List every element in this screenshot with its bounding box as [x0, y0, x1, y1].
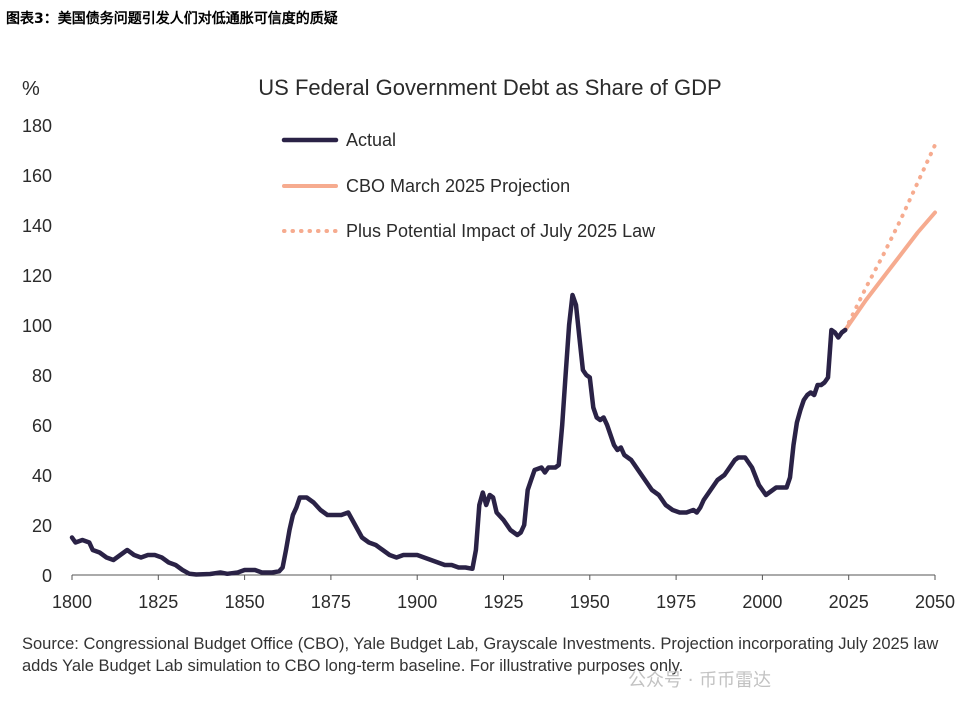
- figure-caption: 图表3：美国债务问题引发人们对低通胀可信度的质疑: [6, 11, 338, 27]
- series-line-plus-potential-impact-of-july-2025-law: [843, 143, 937, 332]
- x-tick-label-1825: 1825: [138, 592, 178, 612]
- y-tick-labels: 0 20 40 60 80 100 120 140 160 180: [22, 116, 52, 586]
- y-tick-label-20: 20: [32, 516, 52, 536]
- y-tick-label-0: 0: [42, 566, 52, 586]
- x-tick-label-1900: 1900: [397, 592, 437, 612]
- x-tick-label-2000: 2000: [742, 592, 782, 612]
- y-tick-label-160: 160: [22, 166, 52, 186]
- y-tick-label-140: 140: [22, 216, 52, 236]
- series-line-actual: [69, 292, 848, 577]
- y-tick-label-40: 40: [32, 466, 52, 486]
- y-tick-label-60: 60: [32, 416, 52, 436]
- legend-label-3: Plus Potential Impact of July 2025 Law: [346, 221, 656, 241]
- y-axis-unit: %: [22, 78, 40, 100]
- series-layer: [69, 143, 937, 577]
- y-tick-label-100: 100: [22, 316, 52, 336]
- legend: Actual CBO March 2025 Projection Plus Pote…: [281, 130, 656, 241]
- x-tick-label-1925: 1925: [483, 592, 523, 612]
- x-tick-label-1975: 1975: [656, 592, 696, 612]
- x-tick-label-1875: 1875: [311, 592, 351, 612]
- y-tick-label-120: 120: [22, 266, 52, 286]
- source-note: Source: Congressional Budget Office (CBO…: [22, 635, 939, 675]
- x-tick-label-2050: 2050: [915, 592, 955, 612]
- y-tick-label-80: 80: [32, 366, 52, 386]
- x-tick-labels: 1800 1825 1850 1875 1900 1925 1950 1975 2000 2025…: [52, 575, 955, 612]
- series-line-cbo-march-2025-projection: [843, 210, 937, 332]
- watermark-text: 公众号 · 币币雷达: [628, 670, 772, 691]
- x-tick-label-2025: 2025: [829, 592, 869, 612]
- legend-label-2: CBO March 2025 Projection: [346, 176, 570, 196]
- x-tick-label-1950: 1950: [570, 592, 610, 612]
- x-tick-label-1850: 1850: [225, 592, 265, 612]
- y-tick-label-180: 180: [22, 116, 52, 136]
- chart-title: US Federal Government Debt as Share of G…: [258, 75, 721, 100]
- x-tick-label-1800: 1800: [52, 592, 92, 612]
- legend-label-1: Actual: [346, 130, 396, 150]
